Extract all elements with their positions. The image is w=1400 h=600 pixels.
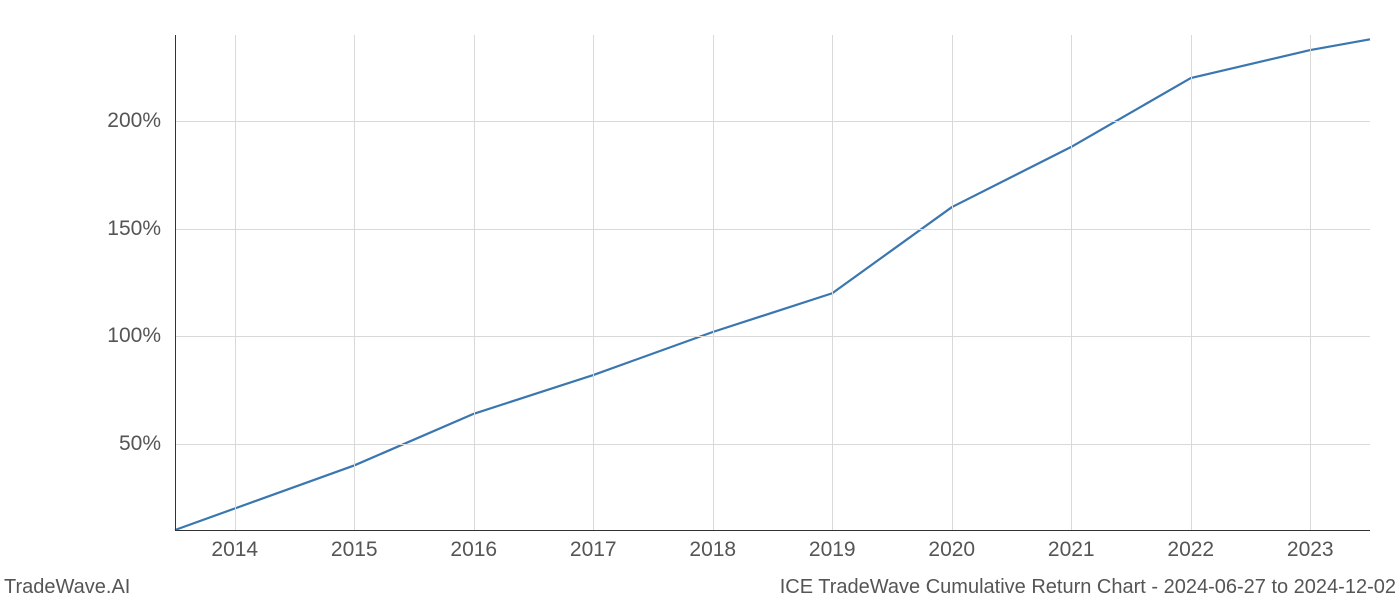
x-tick-label: 2021: [1048, 538, 1095, 562]
x-grid-line: [952, 35, 953, 530]
x-tick-label: 2022: [1167, 538, 1214, 562]
x-grid-line: [832, 35, 833, 530]
x-grid-line: [1310, 35, 1311, 530]
y-grid-line: [175, 444, 1370, 445]
x-grid-line: [354, 35, 355, 530]
y-grid-line: [175, 229, 1370, 230]
x-tick-label: 2017: [570, 538, 617, 562]
y-tick-label: 100%: [107, 324, 161, 348]
x-tick-label: 2018: [689, 538, 736, 562]
x-grid-line: [713, 35, 714, 530]
x-tick-label: 2020: [928, 538, 975, 562]
x-grid-line: [235, 35, 236, 530]
chart-container: TradeWave.AI ICE TradeWave Cumulative Re…: [0, 0, 1400, 600]
x-grid-line: [1191, 35, 1192, 530]
x-tick-label: 2019: [809, 538, 856, 562]
x-tick-label: 2015: [331, 538, 378, 562]
x-grid-line: [1071, 35, 1072, 530]
x-grid-line: [593, 35, 594, 530]
x-tick-label: 2016: [450, 538, 497, 562]
footer-right-label: ICE TradeWave Cumulative Return Chart - …: [780, 576, 1396, 599]
x-grid-line: [474, 35, 475, 530]
x-tick-label: 2023: [1287, 538, 1334, 562]
y-grid-line: [175, 336, 1370, 337]
y-axis-line: [175, 35, 176, 530]
x-tick-label: 2014: [211, 538, 258, 562]
y-grid-line: [175, 121, 1370, 122]
y-tick-label: 200%: [107, 109, 161, 133]
x-axis-line: [175, 530, 1370, 531]
y-tick-label: 50%: [119, 432, 161, 456]
y-tick-label: 150%: [107, 217, 161, 241]
footer-left-label: TradeWave.AI: [4, 576, 130, 599]
